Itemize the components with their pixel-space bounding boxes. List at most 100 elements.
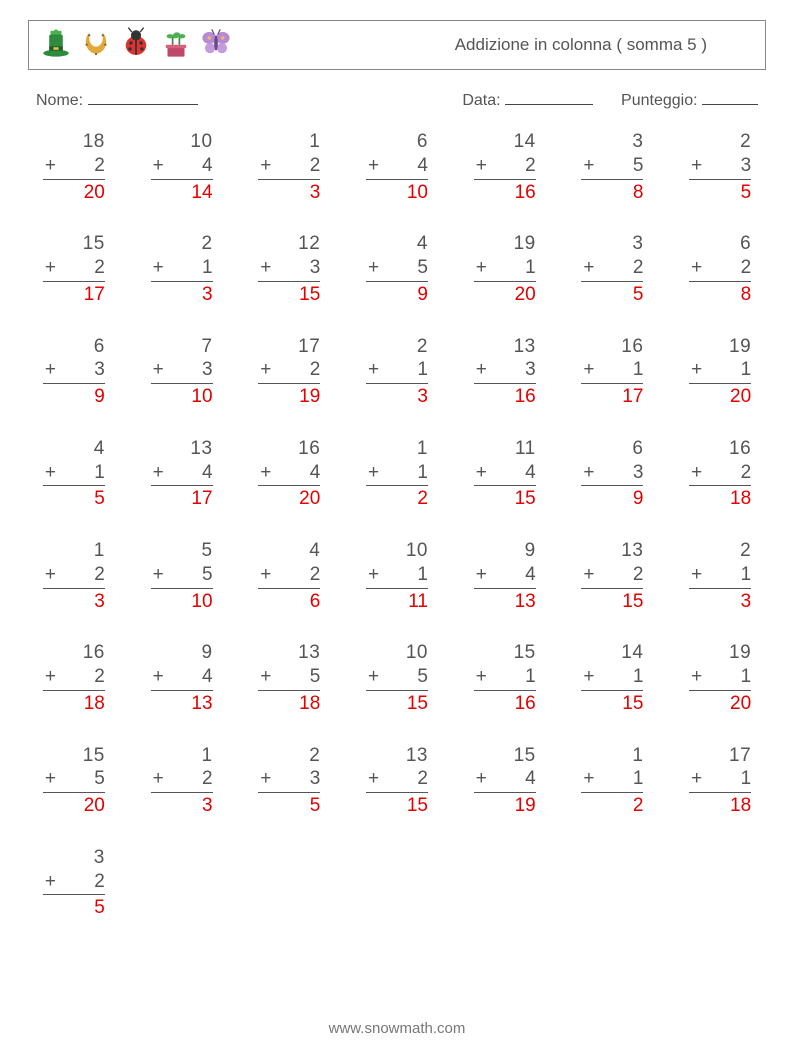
addition-problem: 2+13	[366, 335, 428, 409]
addition-problem: 15+217	[43, 232, 105, 306]
plus-sign: +	[258, 563, 271, 587]
operand-b-line: +2	[43, 256, 105, 280]
addition-problem: 4+26	[258, 539, 320, 613]
answer: 2	[633, 793, 644, 818]
operand-a: 15	[83, 744, 105, 768]
plus-sign: +	[366, 461, 379, 485]
answer: 9	[417, 282, 428, 307]
operand-a: 16	[83, 641, 105, 665]
operand-b: 3	[310, 767, 321, 791]
addition-problem: 16+117	[581, 335, 643, 409]
name-blank[interactable]	[88, 88, 198, 105]
operand-b-line: +2	[43, 870, 105, 894]
operand-b: 1	[417, 358, 428, 382]
plus-sign: +	[151, 358, 164, 382]
addition-problem: 3+58	[581, 130, 643, 204]
plant-icon	[159, 26, 193, 65]
operand-a: 14	[514, 130, 536, 154]
operand-a: 6	[740, 232, 751, 256]
answer: 20	[299, 486, 320, 511]
plus-sign: +	[151, 154, 164, 178]
addition-problem: 5+510	[151, 539, 213, 613]
addition-problem: 1+23	[258, 130, 320, 204]
addition-problem: 19+120	[689, 641, 751, 715]
answer: 18	[84, 691, 105, 716]
operand-a: 2	[417, 335, 428, 359]
operand-b: 5	[310, 665, 321, 689]
addition-problem: 12+315	[258, 232, 320, 306]
operand-b-line: +2	[43, 665, 105, 689]
plus-sign: +	[151, 461, 164, 485]
operand-a: 6	[417, 130, 428, 154]
answer: 6	[310, 589, 321, 614]
addition-problem: 13+417	[151, 437, 213, 511]
date-blank[interactable]	[505, 88, 593, 105]
operand-b-line: +3	[258, 767, 320, 791]
operand-b-line: +2	[258, 154, 320, 178]
plus-sign: +	[581, 767, 594, 791]
operand-a: 13	[406, 744, 428, 768]
operand-b-line: +1	[689, 767, 751, 791]
operand-b-line: +2	[258, 563, 320, 587]
plus-sign: +	[581, 154, 594, 178]
plus-sign: +	[151, 665, 164, 689]
plus-sign: +	[43, 870, 56, 894]
answer: 5	[310, 793, 321, 818]
operand-b: 5	[417, 665, 428, 689]
plus-sign: +	[366, 665, 379, 689]
operand-a: 16	[298, 437, 320, 461]
operand-b-line: +2	[474, 154, 536, 178]
operand-b: 1	[417, 461, 428, 485]
answer: 9	[633, 486, 644, 511]
operand-b: 1	[741, 563, 752, 587]
plus-sign: +	[43, 358, 56, 382]
addition-problem: 6+39	[43, 335, 105, 409]
operand-b: 5	[417, 256, 428, 280]
addition-problem: 19+120	[474, 232, 536, 306]
header-box: Addizione in colonna ( somma 5 )	[28, 20, 766, 70]
plus-sign: +	[689, 154, 702, 178]
plus-sign: +	[474, 358, 487, 382]
addition-problem: 10+515	[366, 641, 428, 715]
plus-sign: +	[43, 665, 56, 689]
operand-b-line: +1	[581, 358, 643, 382]
addition-problem: 9+413	[474, 539, 536, 613]
score-blank[interactable]	[702, 88, 758, 105]
addition-problem: 6+39	[581, 437, 643, 511]
answer: 3	[417, 384, 428, 409]
horseshoe-icon	[79, 26, 113, 65]
answer: 20	[730, 691, 751, 716]
operand-b: 2	[417, 767, 428, 791]
addition-problem: 4+15	[43, 437, 105, 511]
addition-problem: 3+25	[581, 232, 643, 306]
answer: 2	[417, 486, 428, 511]
operand-b: 1	[741, 358, 752, 382]
answer: 19	[299, 384, 320, 409]
operand-b: 2	[202, 767, 213, 791]
operand-b: 2	[525, 154, 536, 178]
operand-a: 1	[201, 744, 212, 768]
plus-sign: +	[581, 461, 594, 485]
score-field: Punteggio:	[621, 88, 758, 110]
addition-problem: 13+316	[474, 335, 536, 409]
answer: 20	[730, 384, 751, 409]
plus-sign: +	[581, 563, 594, 587]
plus-sign: +	[689, 665, 702, 689]
operand-a: 15	[514, 744, 536, 768]
operand-b: 3	[525, 358, 536, 382]
answer: 20	[84, 793, 105, 818]
addition-problem: 18+220	[43, 130, 105, 204]
operand-b-line: +5	[581, 154, 643, 178]
operand-b: 4	[202, 665, 213, 689]
operand-b: 3	[94, 358, 105, 382]
addition-problem: 9+413	[151, 641, 213, 715]
operand-b-line: +4	[474, 563, 536, 587]
plus-sign: +	[474, 256, 487, 280]
operand-b-line: +2	[689, 256, 751, 280]
operand-b-line: +3	[151, 358, 213, 382]
operand-a: 19	[729, 335, 751, 359]
operand-b-line: +1	[581, 767, 643, 791]
operand-b-line: +3	[43, 358, 105, 382]
operand-b-line: +4	[258, 461, 320, 485]
plus-sign: +	[474, 767, 487, 791]
